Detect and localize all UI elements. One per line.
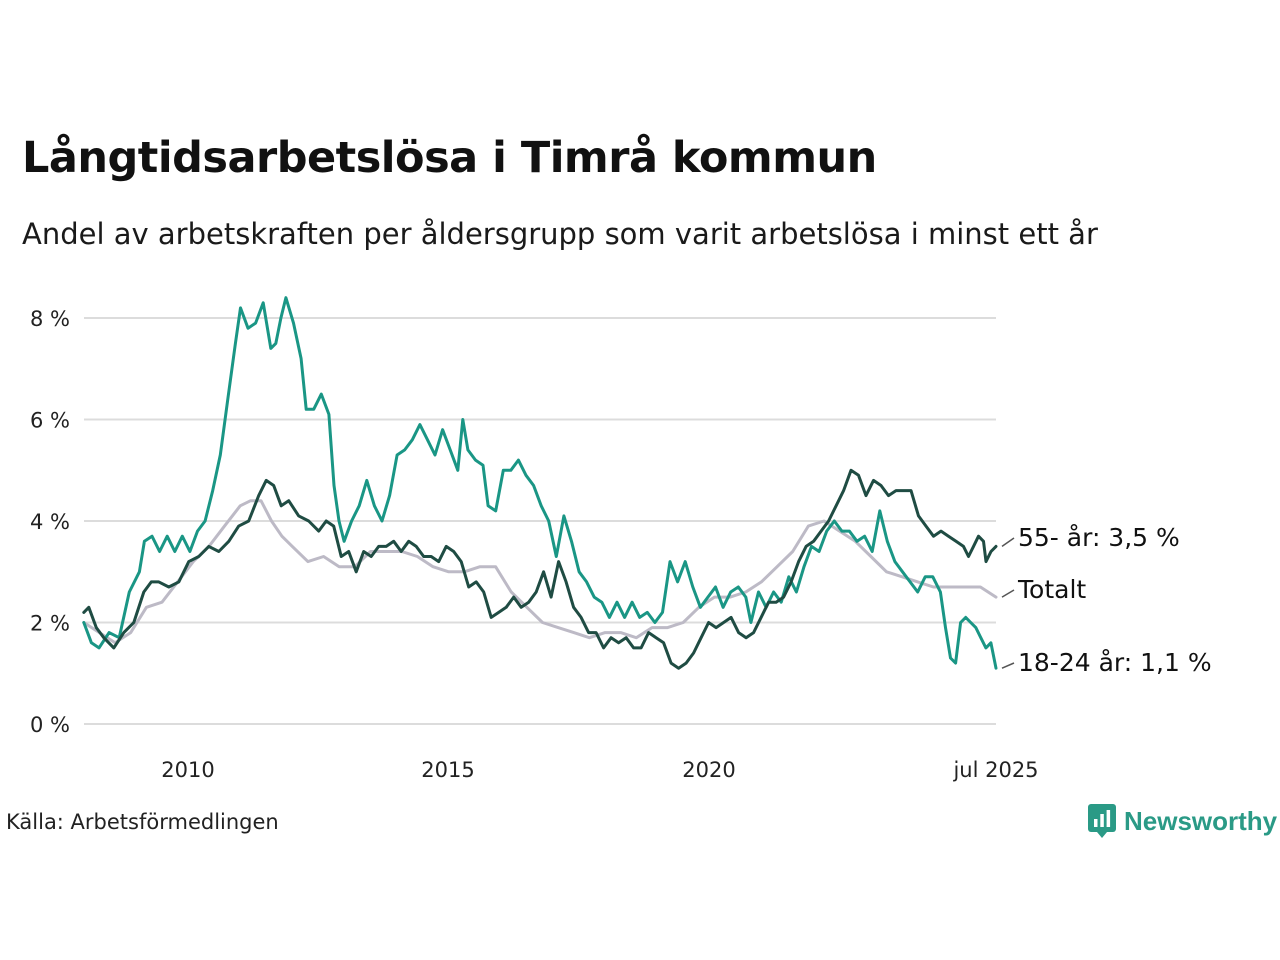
series-end-label: 55- år: 3,5 % xyxy=(1018,523,1180,552)
y-axis-ticks: 0 % 2 % 4 % 6 % 8 % xyxy=(30,307,70,737)
newsworthy-icon xyxy=(1088,804,1116,838)
y-tick-label: 4 % xyxy=(30,510,70,534)
y-tick-label: 8 % xyxy=(30,307,70,331)
newsworthy-logo: Newsworthy xyxy=(1088,804,1277,838)
y-tick-label: 2 % xyxy=(30,612,70,636)
y-tick-label: 6 % xyxy=(30,409,70,433)
series-end-label: 18-24 år: 1,1 % xyxy=(1018,648,1212,677)
source-note: Källa: Arbetsförmedlingen xyxy=(6,810,279,834)
end-label-leader xyxy=(1001,589,1015,598)
brand-name: Newsworthy xyxy=(1124,805,1278,836)
end-labels: Totalt 18-24 år: 1,1 % 55- år: 3,5 % xyxy=(1001,523,1212,677)
y-tick-label: 0 % xyxy=(30,713,70,737)
chart-subtitle: Andel av arbetskraften per åldersgrupp s… xyxy=(22,217,1098,251)
end-label-leader xyxy=(1001,662,1015,669)
series-line-0 xyxy=(82,499,998,645)
end-label-leader xyxy=(1001,537,1015,547)
chart-title: Långtidsarbetslösa i Timrå kommun xyxy=(22,133,877,183)
x-tick-label: 2015 xyxy=(421,758,474,782)
series-line-1 xyxy=(82,296,998,670)
series-lines xyxy=(82,296,998,670)
x-axis-ticks: 2010 2015 2020 jul 2025 xyxy=(161,758,1038,782)
x-tick-label: 2020 xyxy=(682,758,735,782)
x-tick-label: jul 2025 xyxy=(952,758,1038,782)
x-tick-label: 2010 xyxy=(161,758,214,782)
series-end-label: Totalt xyxy=(1017,575,1086,604)
grid-lines xyxy=(84,317,996,725)
series-line-2 xyxy=(82,468,998,670)
